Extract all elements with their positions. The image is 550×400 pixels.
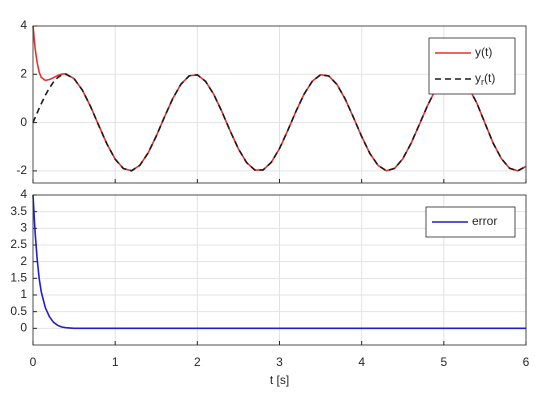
y-tick-label: 4 xyxy=(20,187,27,201)
x-tick-label: 4 xyxy=(358,355,365,369)
series-line xyxy=(32,194,526,330)
y-tick-label: 0 xyxy=(20,321,27,335)
y-tick-label: -2 xyxy=(16,163,27,177)
axes-box xyxy=(32,194,527,346)
y-tick-label: 1.5 xyxy=(10,271,27,285)
y-tick-label: 2 xyxy=(20,66,27,80)
y-tick-label: 2 xyxy=(20,254,27,268)
y-tick-label: 2.5 xyxy=(10,237,27,251)
x-tick-label: 6 xyxy=(523,355,530,369)
x-tick-label: 2 xyxy=(194,355,201,369)
y-tick-label: 1 xyxy=(20,287,27,301)
y-tick-label: 4 xyxy=(20,18,27,32)
legend-box xyxy=(428,37,516,95)
x-tick-label: 3 xyxy=(276,355,283,369)
x-tick-label: 1 xyxy=(112,355,119,369)
x-tick-label: 5 xyxy=(440,355,447,369)
legend-label: error xyxy=(472,214,497,228)
legend-box xyxy=(425,206,516,238)
legend-label: y(t) xyxy=(475,45,492,59)
x-tick-label: 0 xyxy=(30,355,37,369)
axes-box xyxy=(32,25,527,184)
x-axis-label: t [s] xyxy=(270,373,289,387)
y-tick-label: 0.5 xyxy=(10,304,27,318)
y-tick-label: 3.5 xyxy=(10,204,27,218)
y-tick-label: 0 xyxy=(20,115,27,129)
legend-label: yr(t) xyxy=(475,71,495,87)
y-tick-label: 3 xyxy=(20,221,27,235)
